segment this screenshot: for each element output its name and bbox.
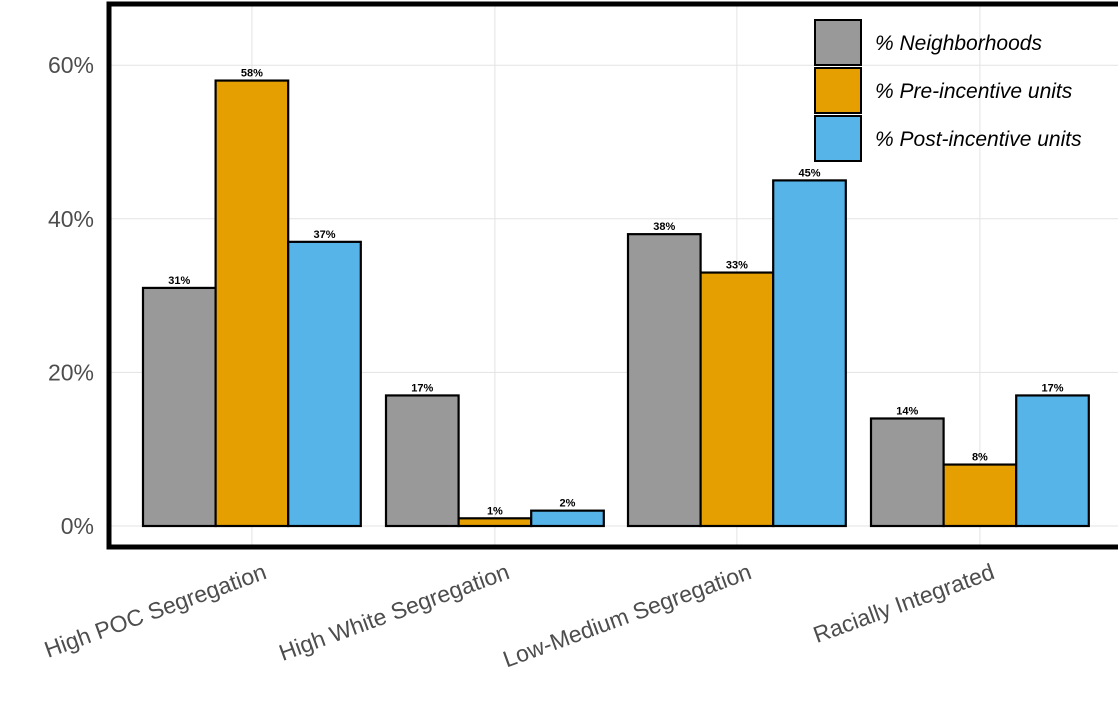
- data-label: 17%: [411, 382, 433, 394]
- legend-swatch: [814, 67, 862, 114]
- bar: [384, 394, 460, 528]
- bar: [457, 517, 533, 528]
- bar: [869, 417, 945, 528]
- data-label: 14%: [896, 405, 918, 417]
- data-label: 33%: [726, 260, 748, 272]
- bar: [942, 463, 1018, 528]
- bar: [141, 286, 217, 528]
- data-label: 17%: [1041, 382, 1063, 394]
- bar: [699, 271, 775, 528]
- x-tick-label: Racially Integrated: [810, 558, 998, 648]
- data-label: 2%: [560, 498, 576, 510]
- bar: [626, 233, 702, 528]
- legend-label: % Post-incentive units: [875, 128, 1082, 151]
- x-axis-ticks: High POC Segregation High White Segregati…: [41, 558, 998, 672]
- data-label: 1%: [487, 505, 503, 517]
- y-tick-label: 0%: [61, 513, 94, 539]
- y-tick-label: 20%: [48, 359, 94, 385]
- data-label: 45%: [798, 167, 820, 179]
- data-label: 8%: [972, 452, 988, 464]
- data-label: 58%: [241, 68, 263, 80]
- y-tick-label: 40%: [48, 206, 94, 232]
- legend-swatch: [814, 19, 862, 66]
- data-label: 38%: [653, 221, 675, 233]
- x-tick-label: High White Segregation: [275, 558, 512, 666]
- bar: [214, 79, 290, 528]
- plot-frame: [106, 1, 1118, 550]
- data-labels: 31% 58% 37% 17% 1% 2% 38% 33% 45% 14% 8% 17%: [168, 68, 1063, 518]
- data-label: 37%: [313, 229, 335, 241]
- legend: % Neighborhoods % Pre-incentive units % Po…: [814, 19, 1082, 162]
- data-label: 31%: [168, 275, 190, 287]
- legend-label: % Neighborhoods: [875, 32, 1042, 55]
- legend-label: % Pre-incentive units: [875, 80, 1073, 103]
- bar: [530, 509, 605, 528]
- x-tick-label: High POC Segregation: [41, 558, 270, 662]
- x-tick-label: Low-Medium Segregation: [499, 558, 754, 672]
- legend-swatch: [814, 115, 862, 162]
- bar: [287, 240, 362, 528]
- bars: [141, 79, 1090, 528]
- bar: [1015, 394, 1090, 528]
- y-axis-ticks: 0% 20% 40% 60%: [48, 52, 94, 539]
- bar: [772, 179, 847, 528]
- y-tick-label: 60%: [48, 52, 94, 78]
